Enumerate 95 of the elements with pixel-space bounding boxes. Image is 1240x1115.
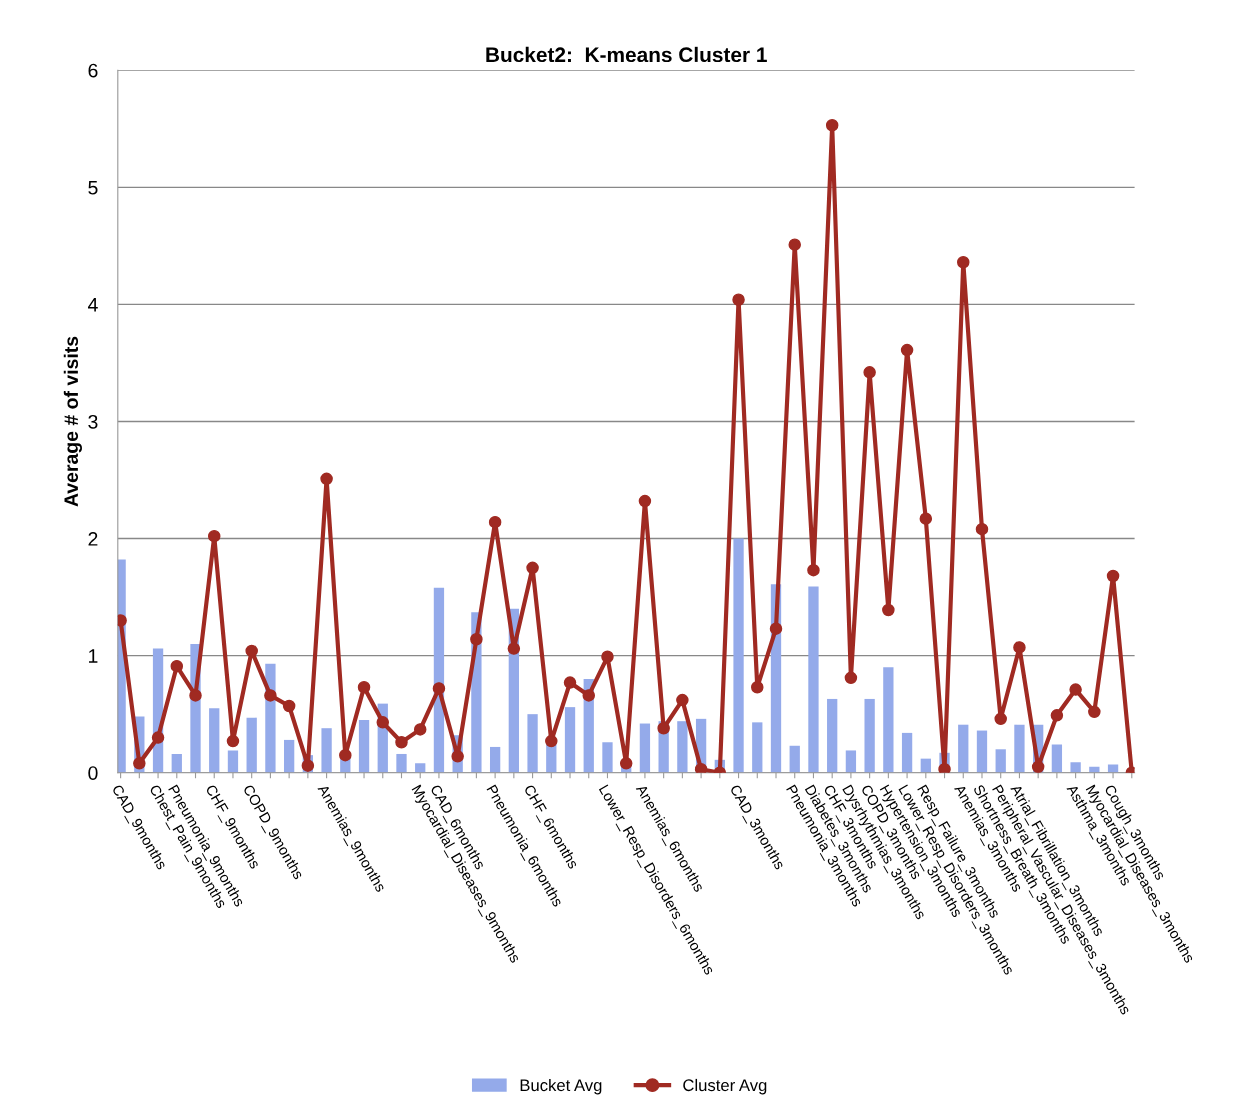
legend-label: Bucket Avg (520, 1078, 602, 1095)
point (582, 689, 595, 702)
point (619, 757, 633, 770)
bar (171, 753, 182, 773)
point (226, 734, 240, 748)
point (957, 255, 970, 269)
bar (564, 707, 576, 773)
point (863, 366, 876, 379)
point (638, 494, 652, 508)
point (994, 712, 1007, 726)
bar (358, 720, 370, 773)
bar (958, 724, 969, 773)
y-tick-label: 5 (88, 180, 98, 195)
point (282, 699, 296, 713)
point (189, 689, 202, 702)
point (245, 644, 258, 658)
bar (920, 758, 931, 773)
bar (1070, 762, 1081, 773)
bar (808, 586, 819, 773)
point (1106, 569, 1120, 583)
point (769, 622, 783, 635)
bar (827, 698, 838, 773)
point (339, 748, 352, 762)
point (900, 343, 914, 357)
bar (527, 714, 538, 773)
y-tick-label: 4 (87, 298, 98, 312)
point (170, 659, 184, 673)
bar (227, 750, 239, 773)
point (320, 472, 333, 486)
legend-label: Cluster Avg (683, 1078, 767, 1095)
bar (864, 698, 875, 773)
bar (976, 730, 988, 773)
bar (415, 763, 426, 773)
point (938, 762, 951, 773)
bar (283, 739, 295, 773)
point (395, 736, 408, 749)
point (545, 734, 558, 748)
point (470, 632, 483, 646)
point (1013, 641, 1026, 654)
point (264, 689, 277, 702)
bar (489, 746, 501, 773)
point (432, 682, 446, 695)
point (919, 512, 933, 525)
bar (602, 742, 613, 773)
bar (733, 538, 744, 773)
bar (1051, 744, 1063, 773)
bar (752, 722, 763, 773)
bar (246, 717, 257, 773)
bar (845, 750, 857, 773)
bar (789, 745, 800, 773)
point (133, 757, 146, 770)
point (1069, 683, 1082, 696)
point (788, 238, 801, 251)
bar (321, 728, 332, 773)
point (751, 680, 764, 694)
bar (1107, 764, 1119, 773)
point (694, 762, 708, 773)
point (1088, 705, 1101, 719)
y-tick-label: 3 (88, 414, 98, 429)
point (676, 693, 689, 707)
chart-title: Bucket2: K-means Cluster 1 (486, 46, 767, 63)
point (732, 293, 745, 306)
point (376, 716, 390, 729)
bar (677, 721, 688, 773)
point (844, 671, 858, 685)
y-tick-label: 6 (88, 63, 98, 78)
point (657, 721, 670, 735)
bar (209, 708, 220, 773)
point (207, 529, 221, 543)
point (563, 676, 577, 689)
y-tick-label: 1 (89, 649, 98, 663)
bar (883, 667, 894, 773)
point (1031, 760, 1045, 773)
bar (1014, 724, 1025, 773)
point (1050, 709, 1064, 722)
bar (396, 753, 407, 773)
point (601, 650, 614, 664)
y-axis-title: Average # of visits (63, 336, 82, 507)
point (151, 731, 165, 744)
point (451, 750, 464, 763)
point (488, 515, 502, 529)
point (526, 561, 539, 575)
point (301, 759, 315, 772)
point (825, 119, 839, 132)
point (413, 723, 427, 736)
y-tick-label: 0 (88, 766, 98, 780)
point (975, 522, 989, 536)
point (882, 603, 895, 617)
y-tick-label: 2 (88, 532, 98, 546)
point (807, 563, 820, 577)
bar (639, 723, 651, 773)
bar (901, 732, 913, 773)
bar (995, 749, 1006, 773)
point (507, 642, 521, 655)
point (357, 680, 371, 694)
